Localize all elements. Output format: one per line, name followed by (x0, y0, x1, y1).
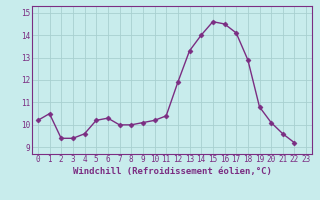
X-axis label: Windchill (Refroidissement éolien,°C): Windchill (Refroidissement éolien,°C) (73, 167, 271, 176)
